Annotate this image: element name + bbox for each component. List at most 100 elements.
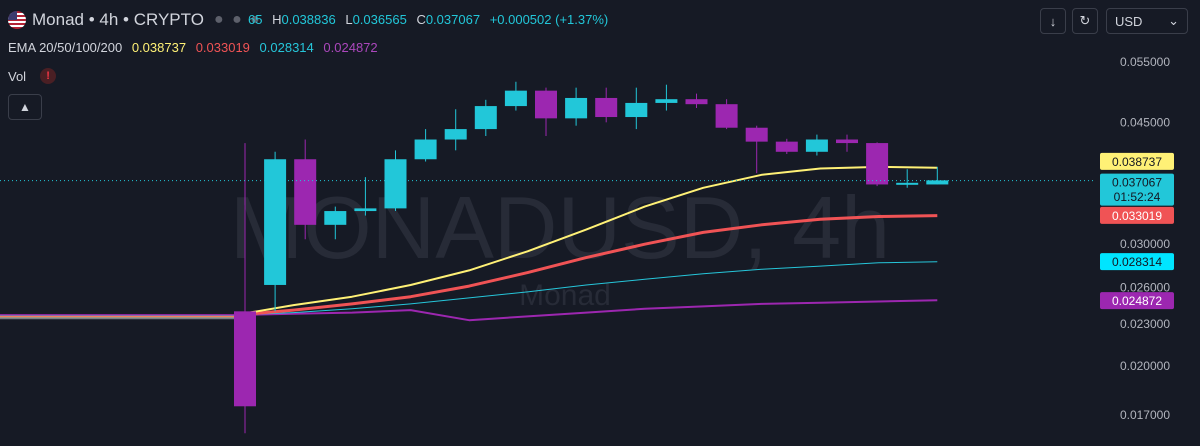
ema20-line <box>234 165 938 317</box>
ema100-value: 0.028314 <box>259 40 314 55</box>
ema200-value: 0.024872 <box>323 40 378 55</box>
ema-lines <box>234 165 938 322</box>
ema200-line <box>234 299 938 322</box>
ema20-value: 0.038737 <box>131 40 187 55</box>
chevron-down-icon: ⌄ <box>1168 13 1179 28</box>
price-tick-label: 0.017000 <box>1120 408 1170 422</box>
interval-label[interactable]: 4h <box>99 10 119 29</box>
currency-select[interactable]: USD ⌄ <box>1106 8 1188 34</box>
change-value: +0.000502 (+1.37%) <box>489 12 609 27</box>
candle-body <box>474 106 497 130</box>
price-tick-label: 0.045000 <box>1120 115 1170 129</box>
ema50-price-label-text: 0.033019 <box>1112 209 1162 223</box>
candle[interactable] <box>805 134 828 156</box>
ema20-price-label: 0.038737 <box>1100 152 1174 170</box>
pre-listing-flat-lines <box>0 314 235 320</box>
ema100-price-label-text: 0.028314 <box>1112 255 1162 269</box>
us-flag-icon <box>8 11 26 29</box>
price-axis[interactable]: 0.0550000.0450000.0350000.0300000.026000… <box>1120 55 1170 422</box>
candle[interactable] <box>866 142 889 187</box>
price-tick-label: 0.023000 <box>1120 317 1170 331</box>
countdown-text: 01:52:24 <box>1114 190 1161 204</box>
ema50-price-label: 0.033019 <box>1100 206 1174 224</box>
candle-body <box>896 182 919 185</box>
last-price-label-text: 0.037067 <box>1112 176 1162 190</box>
currency-value: USD <box>1115 13 1143 29</box>
ema50-value: 0.033019 <box>195 40 250 55</box>
arrow-down-icon: ↓ <box>1049 13 1057 29</box>
candle[interactable] <box>474 99 497 137</box>
warning-icon[interactable]: ! <box>40 68 57 84</box>
ema20-price-label-text: 0.038737 <box>1112 155 1162 169</box>
candle[interactable] <box>414 129 437 162</box>
refresh-icon: ↻ <box>1079 13 1091 28</box>
candle-body <box>414 139 437 160</box>
candle[interactable] <box>926 166 949 185</box>
candle[interactable] <box>625 87 648 130</box>
candle[interactable] <box>565 87 588 126</box>
source-label: CRYPTO <box>133 10 204 29</box>
candle[interactable] <box>595 87 618 123</box>
volume-legend[interactable]: Vol ! <box>8 68 57 84</box>
candles[interactable] <box>234 81 949 434</box>
candle[interactable] <box>836 134 858 152</box>
candle-body <box>535 90 557 119</box>
candle-body <box>715 104 738 128</box>
ema-label[interactable]: EMA 20/50/100/200 <box>8 40 123 55</box>
candle[interactable] <box>685 93 708 108</box>
ema50-price-label-bg <box>1100 206 1174 224</box>
candle-body <box>324 211 347 225</box>
candle-body <box>866 143 889 185</box>
candle[interactable] <box>715 99 738 130</box>
ema200-price-label-text: 0.024872 <box>1112 294 1162 308</box>
price-tick-label: 0.030000 <box>1120 237 1170 251</box>
candle[interactable] <box>504 81 527 111</box>
ema-legend[interactable]: EMA 20/50/100/200 0.038737 0.033019 0.02… <box>8 40 384 55</box>
candle[interactable] <box>384 150 407 212</box>
symbol-header[interactable]: Monad • 4h • CRYPTO ● ● ● <box>8 10 262 30</box>
ema20-price-label-bg <box>1100 152 1174 170</box>
candle[interactable] <box>324 206 347 240</box>
candle-body <box>625 102 648 118</box>
ema200-price-label-bg <box>1100 292 1174 310</box>
candle[interactable] <box>745 125 768 174</box>
separator-dot: • <box>118 10 134 29</box>
candle[interactable] <box>655 84 678 111</box>
low-value: 0.036565 <box>352 12 407 27</box>
collapse-legend-button[interactable]: ▲ <box>8 94 42 120</box>
candle-body <box>805 139 828 152</box>
open-value-truncated: 65 <box>248 12 263 27</box>
candle[interactable] <box>294 139 317 240</box>
close-value: 0.037067 <box>425 12 481 27</box>
price-tick-label: 0.020000 <box>1120 359 1170 373</box>
candle[interactable] <box>444 109 467 151</box>
candle[interactable] <box>535 87 557 137</box>
more-dots-icon: ● ● ● <box>213 11 262 28</box>
candle-body <box>234 311 256 407</box>
price-tick-label: 0.026000 <box>1120 280 1170 294</box>
ema100-line <box>234 261 938 316</box>
candle-body <box>264 159 287 285</box>
ema200-price-label: 0.024872 <box>1100 292 1174 310</box>
refresh-button[interactable]: ↻ <box>1072 8 1098 34</box>
candle-body <box>836 139 858 144</box>
low-label: L <box>345 12 353 27</box>
symbol-name[interactable]: Monad <box>32 10 84 29</box>
candle[interactable] <box>896 169 919 188</box>
candle[interactable] <box>234 143 256 434</box>
candle[interactable] <box>264 151 287 312</box>
ohlc-readout: 65 H0.038836 L0.036565 C0.037067 +0.0005… <box>248 12 608 27</box>
candle-body <box>294 159 317 225</box>
candle-body <box>384 159 407 209</box>
candle[interactable] <box>354 177 377 216</box>
candle-body <box>595 97 618 118</box>
download-button[interactable]: ↓ <box>1040 8 1066 34</box>
candle-body <box>685 99 708 105</box>
candle[interactable] <box>775 138 798 155</box>
vol-label[interactable]: Vol <box>8 68 27 84</box>
ema100-price-label-bg <box>1100 253 1174 271</box>
candle-body <box>655 99 678 103</box>
